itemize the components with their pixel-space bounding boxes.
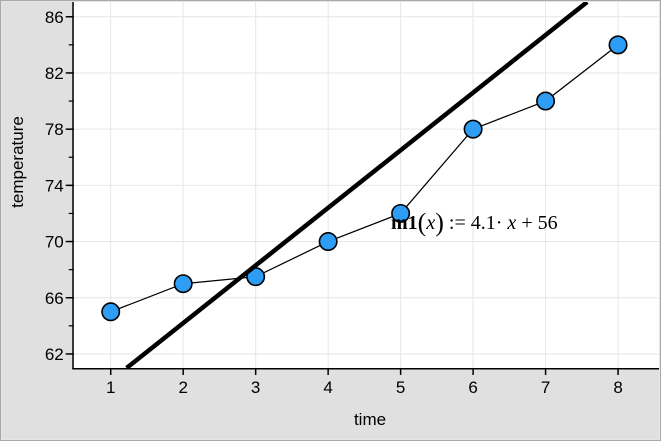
- y-tick-label: 70: [45, 233, 64, 252]
- x-tick-label: 1: [106, 378, 115, 397]
- trend-line[interactable]: [125, 0, 589, 370]
- assign-operator: :=: [443, 212, 471, 234]
- close-paren: ): [435, 208, 444, 237]
- slope-coefficient: 4.1·: [470, 212, 508, 234]
- x-tick-label: 2: [178, 378, 187, 397]
- y-tick-label: 66: [45, 289, 64, 308]
- x-axis-label[interactable]: time: [353, 410, 387, 429]
- x-tick-label: 6: [468, 378, 477, 397]
- y-axis-label[interactable]: temperature: [8, 116, 27, 208]
- data-point[interactable]: [391, 203, 411, 223]
- data-point[interactable]: [463, 119, 483, 139]
- data-point[interactable]: [173, 274, 193, 294]
- intercept-term: + 56: [521, 212, 558, 234]
- x-tick-label: 7: [541, 378, 550, 397]
- data-point[interactable]: [608, 35, 628, 55]
- function-name: m1: [391, 212, 418, 234]
- function-arg: x: [426, 212, 436, 234]
- open-paren: (: [417, 208, 427, 237]
- data-point[interactable]: [318, 232, 338, 252]
- x-tick-label: 3: [251, 378, 260, 397]
- y-tick-label: 86: [45, 8, 64, 27]
- x-tick-label: 8: [613, 378, 622, 397]
- y-tick-label: 74: [45, 176, 64, 195]
- y-tick-label: 62: [45, 345, 64, 364]
- x-tick-label: 4: [323, 378, 332, 397]
- data-point[interactable]: [536, 91, 556, 111]
- variable-x: x: [507, 212, 522, 234]
- y-tick-label: 82: [45, 64, 64, 83]
- series-line: [110, 44, 619, 313]
- x-tick-label: 5: [396, 378, 405, 397]
- data-point[interactable]: [101, 302, 121, 322]
- trend-equation-label[interactable]: m1(x) := 4.1· x + 56: [391, 210, 558, 236]
- y-tick-label: 78: [45, 120, 64, 139]
